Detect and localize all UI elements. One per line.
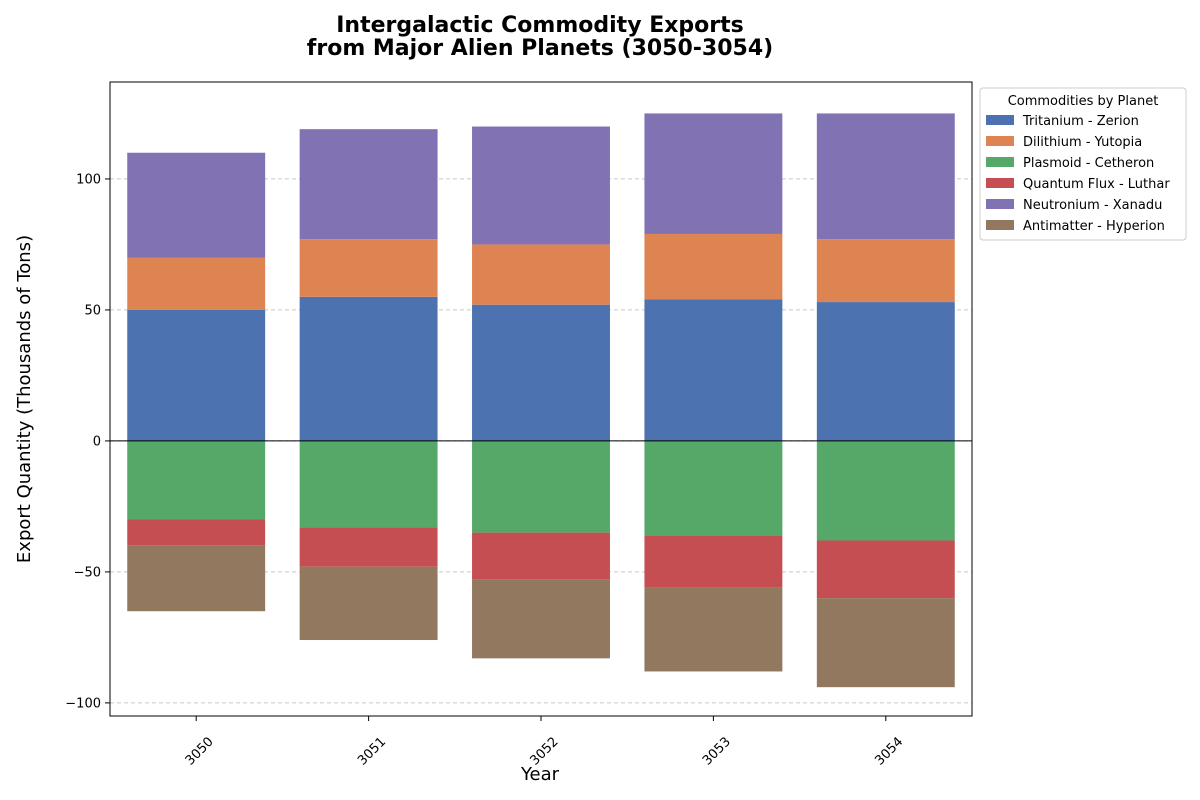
bar-neutronium-xanadu-3050 (127, 152, 266, 258)
bar-plasmoid-cetheron-3050 (127, 440, 266, 520)
legend-title: Commodities by Planet (1008, 94, 1159, 109)
bar-plasmoid-cetheron-3052 (472, 440, 610, 533)
x-tick-label: 3051 (355, 735, 389, 769)
bar-neutronium-xanadu-3051 (299, 129, 438, 240)
legend-swatch (986, 115, 1014, 125)
y-axis-ticks: −100 −50 0 50 100 (65, 172, 110, 711)
x-axis-ticks: 3050 3051 3052 3053 3054 (183, 716, 906, 769)
bar-neutronium-xanadu-3052 (472, 126, 610, 245)
chart-title-line-2: from Major Alien Planets (3050-3054) (307, 36, 773, 61)
x-axis-label: Year (520, 764, 560, 785)
legend-entry-label: Plasmoid - Cetheron (1023, 156, 1154, 171)
bar-dilithium-yutopia-3054 (816, 239, 955, 303)
legend: Commodities by Planet Tritanium - Zerion… (979, 87, 1187, 241)
legend-swatch (986, 157, 1014, 167)
bar-antimatter-hyperion-3054 (816, 598, 955, 688)
bar-dilithium-yutopia-3051 (299, 239, 438, 297)
x-tick-label: 3053 (700, 735, 734, 769)
bar-plasmoid-cetheron-3054 (816, 440, 955, 541)
bar-tritanium-zerion-3050 (127, 309, 266, 441)
legend-entry-label: Antimatter - Hyperion (1023, 219, 1165, 234)
bar-dilithium-yutopia-3050 (127, 257, 266, 310)
bar-antimatter-hyperion-3050 (127, 545, 266, 612)
bar-tritanium-zerion-3054 (816, 302, 955, 441)
bar-tritanium-zerion-3052 (472, 304, 610, 441)
x-tick-label: 3054 (872, 735, 906, 769)
bar-quantum-flux-luthar-3052 (472, 532, 610, 580)
y-tick-label: −50 (74, 565, 101, 580)
legend-entry-label: Dilithium - Yutopia (1023, 135, 1142, 150)
legend-entry-label: Tritanium - Zerion (1022, 114, 1139, 129)
legend-swatch (986, 220, 1014, 230)
bar-plasmoid-cetheron-3053 (644, 440, 783, 536)
legend-entry-label: Neutronium - Xanadu (1023, 198, 1162, 213)
bar-quantum-flux-luthar-3054 (816, 540, 955, 599)
bar-antimatter-hyperion-3053 (644, 587, 783, 672)
bar-quantum-flux-luthar-3051 (299, 527, 438, 567)
bar-tritanium-zerion-3053 (644, 299, 783, 441)
chart-title-line-1: Intergalactic Commodity Exports (336, 13, 743, 38)
bar-plasmoid-cetheron-3051 (299, 440, 438, 528)
legend-entry-label: Quantum Flux - Luthar (1023, 177, 1170, 192)
bar-antimatter-hyperion-3052 (472, 579, 610, 659)
legend-swatch (986, 199, 1014, 209)
bars (127, 113, 955, 688)
y-tick-label: 100 (76, 172, 101, 187)
bar-neutronium-xanadu-3053 (644, 113, 783, 234)
bar-neutronium-xanadu-3054 (816, 113, 955, 240)
y-tick-label: 50 (84, 303, 101, 318)
legend-swatch (986, 136, 1014, 146)
bar-dilithium-yutopia-3053 (644, 233, 783, 300)
bar-quantum-flux-luthar-3053 (644, 535, 783, 588)
x-tick-label: 3050 (183, 735, 217, 769)
y-tick-label: 0 (93, 434, 101, 449)
legend-swatch (986, 178, 1014, 188)
bar-tritanium-zerion-3051 (299, 296, 438, 441)
y-axis-label: Export Quantity (Thousands of Tons) (14, 235, 35, 563)
y-tick-label: −100 (65, 696, 101, 711)
bar-dilithium-yutopia-3052 (472, 244, 610, 305)
bar-antimatter-hyperion-3051 (299, 566, 438, 641)
legend-box (979, 87, 1187, 241)
bar-quantum-flux-luthar-3050 (127, 519, 266, 546)
